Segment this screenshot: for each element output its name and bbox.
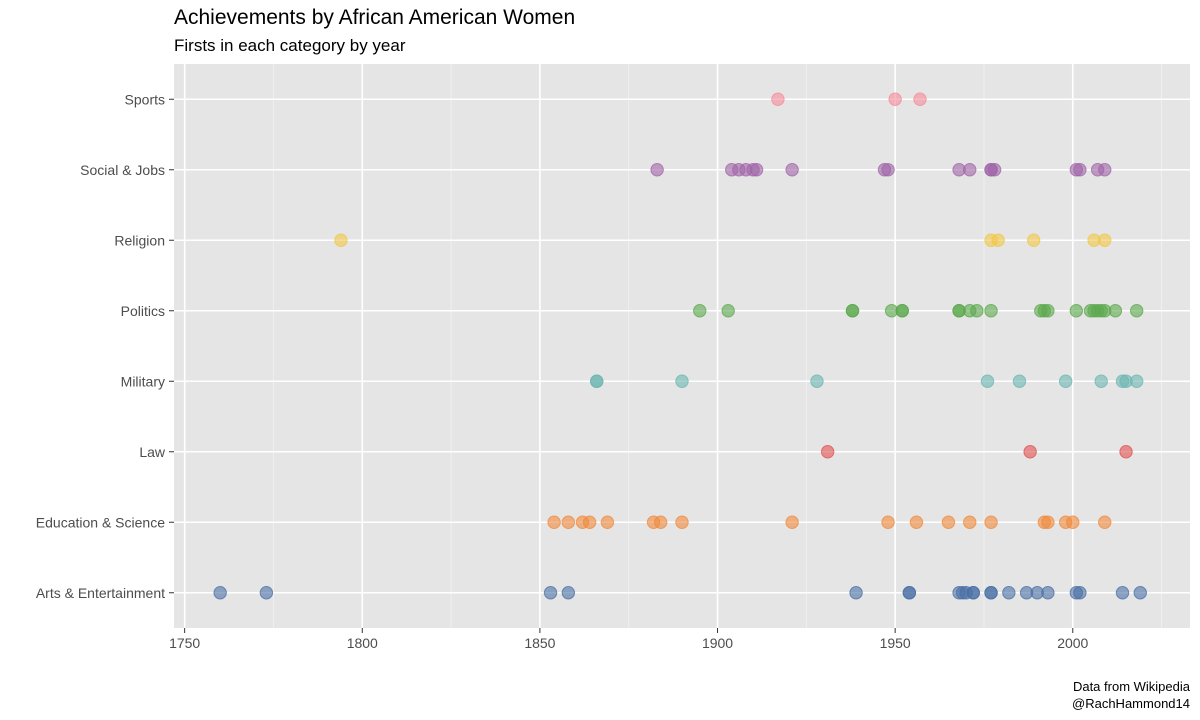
data-point [749,163,764,177]
data-point [881,163,895,177]
data-point [1098,163,1112,177]
x-tick-label: 2000 [1057,635,1088,651]
x-tick-label: 1950 [880,635,911,651]
data-point [810,374,824,388]
major-gridlines [174,64,1190,628]
y-axis: Arts & Entertainment Education & Science L… [36,91,174,601]
data-point [845,304,860,318]
y-tick-label: Sports [125,91,165,107]
data-point [785,515,799,529]
y-tick-label: Law [139,444,166,460]
chart-title: Achievements by African American Women [174,6,576,29]
caption-source: Data from Wikipedia [1072,679,1190,694]
data-point [980,374,995,388]
data-point [984,586,998,600]
data-point [1130,304,1144,318]
data-point [849,586,863,600]
data-point [785,163,799,177]
data-point [259,586,274,600]
data-point [1119,445,1133,459]
data-point [966,586,981,600]
x-tick-label: 1800 [347,635,378,651]
data-point [820,445,835,459]
data-point [1133,586,1147,600]
y-tick-label: Social & Jobs [80,162,165,178]
data-point [881,515,895,529]
data-point [1094,374,1108,388]
data-point [941,515,956,529]
data-point [582,515,597,529]
plot-panel [174,64,1190,628]
data-point [653,515,668,529]
data-point [991,233,1005,247]
y-tick-label: Military [121,373,165,389]
y-tick-label: Arts & Entertainment [36,585,165,601]
data-point [600,515,615,529]
y-tick-label: Education & Science [36,514,165,530]
minor-gridlines [273,64,1162,628]
data-point [895,304,909,318]
data-point [987,163,1002,177]
data-point [1130,374,1144,388]
data-point [650,163,664,177]
data-point [963,515,977,529]
data-point [1098,515,1112,529]
data-point [561,586,576,600]
x-tick-label: 1900 [702,635,733,651]
y-tick-label: Religion [114,232,165,248]
data-point [721,304,735,318]
data-points [213,92,1147,600]
data-point [913,92,927,106]
data-point [675,374,689,388]
data-point [771,92,785,106]
x-tick-label: 1750 [169,635,200,651]
data-point [1098,233,1112,247]
data-point [543,586,558,600]
caption-handle: @RachHammond14 [1072,696,1190,711]
data-point [984,515,998,529]
caption: Data from Wikipedia @RachHammond14 [1072,678,1190,712]
data-point [1041,515,1055,529]
data-point [1058,374,1073,388]
data-point [1073,586,1087,600]
data-point [1023,445,1037,459]
data-point [1115,586,1130,600]
x-tick-label: 1850 [524,635,555,651]
data-point [334,233,348,247]
data-point [1026,233,1041,247]
data-point [590,374,604,388]
data-point [902,586,917,600]
data-point [213,586,227,600]
y-tick-label: Politics [121,303,165,319]
data-point [1041,586,1055,600]
data-point [1041,304,1055,318]
data-point [970,304,984,318]
data-point [1012,374,1027,388]
data-point [1073,163,1087,177]
data-point [675,515,689,529]
x-axis: 1750 1800 1850 1900 1950 2000 [169,628,1089,651]
chart-subtitle: Firsts in each category by year [174,36,406,55]
data-point [693,304,707,318]
data-point [909,515,924,529]
data-point [984,304,998,318]
data-point [1002,586,1016,600]
data-point [963,163,977,177]
data-point [888,92,902,106]
data-point [1108,304,1123,318]
data-point [561,515,576,529]
data-point [547,515,561,529]
data-point [1066,515,1080,529]
data-point [1069,304,1084,318]
